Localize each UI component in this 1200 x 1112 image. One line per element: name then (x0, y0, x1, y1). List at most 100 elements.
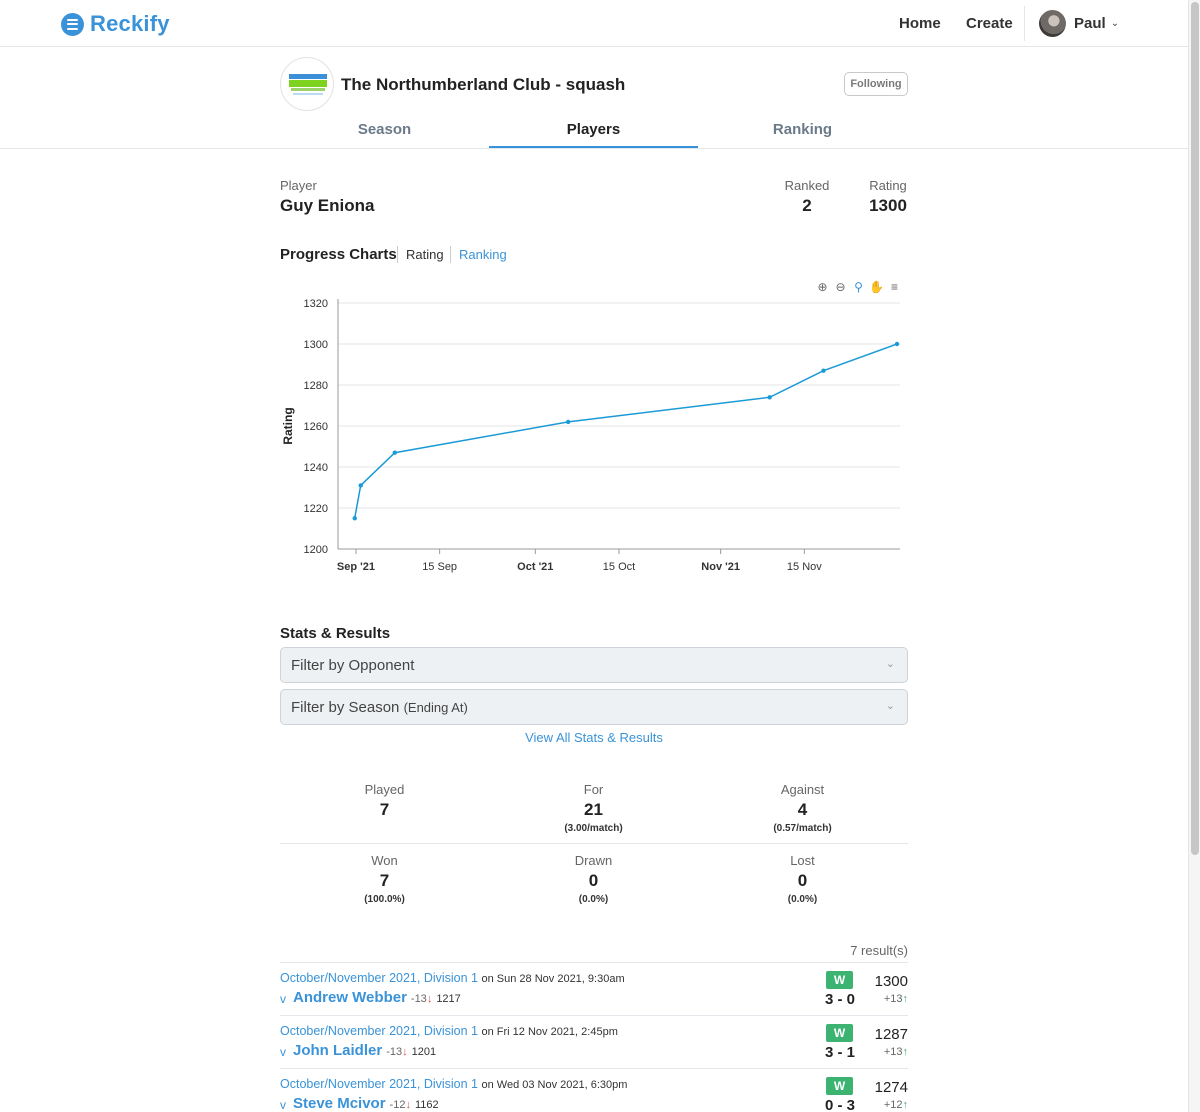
stat-for: For 21 (3.00/match) (489, 782, 698, 834)
club-logo (280, 57, 334, 111)
user-menu[interactable]: Paul ⌄ (1039, 10, 1119, 37)
result-rating-delta: +12↑ (883, 1099, 908, 1111)
magnify-icon[interactable]: ⚲ (854, 280, 863, 294)
data-point (352, 516, 357, 521)
brand-name: Reckify (90, 11, 170, 36)
x-tick-label: Sep '21 (337, 561, 375, 573)
stat-value: 0 (588, 871, 599, 890)
stat-lost: Lost 0 (0.0%) (698, 853, 907, 905)
stat-label: Won (371, 853, 398, 868)
following-button[interactable]: Following (844, 72, 908, 96)
chart-ranking-link[interactable]: Ranking (459, 247, 507, 262)
stat-played: Played 7 (280, 782, 489, 820)
brand-link[interactable]: Reckify (61, 11, 170, 37)
stat-label: Drawn (574, 853, 613, 868)
x-tick-label: Nov '21 (701, 561, 740, 573)
opponent-delta: -13↓ (386, 1046, 408, 1058)
data-point (565, 419, 571, 425)
versus-label: v (280, 1045, 286, 1059)
result-count: 7 result(s) (850, 943, 908, 958)
scrollbar-thumb[interactable] (1191, 2, 1199, 855)
progress-charts-title: Progress Charts (280, 246, 397, 263)
chevron-down-icon: ⌄ (885, 700, 895, 712)
nav-home-link[interactable]: Home (899, 15, 941, 32)
rating-value: 1300 (869, 196, 907, 215)
tab-players[interactable]: Players (489, 113, 698, 148)
stat-value: 4 (797, 800, 808, 819)
data-point (894, 341, 900, 347)
opponent-link[interactable]: Steve Mcivor -12↓ 1162 (293, 1095, 439, 1112)
tab-season[interactable]: Season (357, 121, 412, 138)
arrow-down-icon: ↓ (405, 1099, 411, 1111)
view-all-stats-link[interactable]: View All Stats & Results (525, 730, 663, 745)
chart-rating-link[interactable]: Rating (406, 247, 444, 262)
opponent-link[interactable]: John Laidler -13↓ 1201 (293, 1042, 437, 1059)
tab-ranking[interactable]: Ranking (772, 121, 833, 138)
stat-sub: (0.57/match) (773, 823, 832, 834)
result-outcome-badge: W (826, 1077, 853, 1095)
pan-hand-icon[interactable]: ✋ (869, 280, 884, 294)
stat-drawn: Drawn 0 (0.0%) (489, 853, 698, 905)
filter-opponent-label: Filter by Opponent (291, 657, 415, 674)
versus-label: v (280, 1098, 286, 1112)
opponent-rating: 1162 (414, 1099, 439, 1111)
y-tick-label: 1280 (304, 380, 328, 392)
separator (450, 246, 451, 263)
menu-icon[interactable]: ≡ (890, 280, 898, 294)
stat-label: Against (780, 782, 825, 797)
separator (397, 246, 398, 263)
result-outcome-badge: W (826, 971, 853, 989)
zoom-in-icon[interactable]: ⊕ (817, 280, 828, 294)
opponent-link[interactable]: Andrew Webber -13↓ 1217 (293, 989, 461, 1006)
scrollbar[interactable] (1188, 0, 1200, 1112)
stat-sub: (100.0%) (364, 894, 405, 905)
x-tick-label: 15 Sep (422, 561, 457, 573)
result-score: 3 - 1 (824, 1044, 855, 1061)
result-date: on Wed 03 Nov 2021, 6:30pm (481, 1079, 628, 1091)
nav-create-link[interactable]: Create (966, 15, 1013, 32)
filter-season-select[interactable]: Filter by Season (Ending At) ⌄ (280, 689, 908, 725)
filter-opponent-select[interactable]: Filter by Opponent ⌄ (280, 647, 908, 683)
x-tick-label: 15 Oct (603, 561, 635, 573)
y-tick-label: 1240 (304, 462, 328, 474)
series-line-rating (353, 343, 898, 519)
result-score: 0 - 3 (824, 1097, 855, 1112)
player-name: Guy Eniona (280, 196, 375, 215)
club-tabs: Season Players Ranking (280, 113, 908, 148)
y-axis-title: Rating (281, 407, 295, 444)
nav-divider (1024, 6, 1025, 41)
stat-sub: (3.00/match) (564, 823, 623, 834)
y-tick-label: 1260 (304, 421, 328, 433)
result-season-link[interactable]: October/November 2021, Division 1 on Wed… (280, 1077, 628, 1091)
stat-label: Played (364, 782, 405, 797)
chevron-down-icon: ⌄ (1110, 18, 1120, 29)
arrow-up-icon: ↑ (902, 993, 909, 1005)
filter-season-label: Filter by Season (291, 699, 400, 716)
zoom-out-icon[interactable]: ⊖ (835, 280, 846, 294)
x-tick-label: 15 Nov (787, 561, 822, 573)
result-row: October/November 2021, Division 1 on Wed… (280, 1068, 908, 1112)
filter-season-sub: (Ending At) (403, 700, 468, 715)
data-point (767, 395, 772, 400)
result-rating: 1274 (874, 1079, 908, 1096)
result-row: October/November 2021, Division 1 on Fri… (280, 1015, 908, 1068)
stat-value: 0 (797, 871, 808, 890)
stats-results-title: Stats & Results (280, 625, 391, 642)
result-rating: 1300 (874, 973, 908, 990)
stat-value: 7 (379, 800, 390, 819)
result-score: 3 - 0 (824, 991, 855, 1008)
result-season-link[interactable]: October/November 2021, Division 1 on Sun… (280, 971, 625, 985)
result-outcome-badge: W (826, 1024, 853, 1042)
y-tick-label: 1320 (304, 298, 328, 310)
stat-sub: (0.0%) (578, 894, 609, 905)
stat-sub: (0.0%) (787, 894, 818, 905)
result-season-link[interactable]: October/November 2021, Division 1 on Fri… (280, 1024, 618, 1038)
opponent-delta: -13↓ (410, 993, 433, 1005)
tabs-divider (0, 148, 1188, 149)
y-tick-label: 1220 (304, 503, 328, 515)
result-rating: 1287 (874, 1026, 908, 1043)
data-point (392, 450, 397, 455)
brand-logo-icon (61, 12, 84, 36)
x-tick-label: Oct '21 (517, 561, 553, 573)
arrow-up-icon: ↑ (902, 1046, 909, 1058)
